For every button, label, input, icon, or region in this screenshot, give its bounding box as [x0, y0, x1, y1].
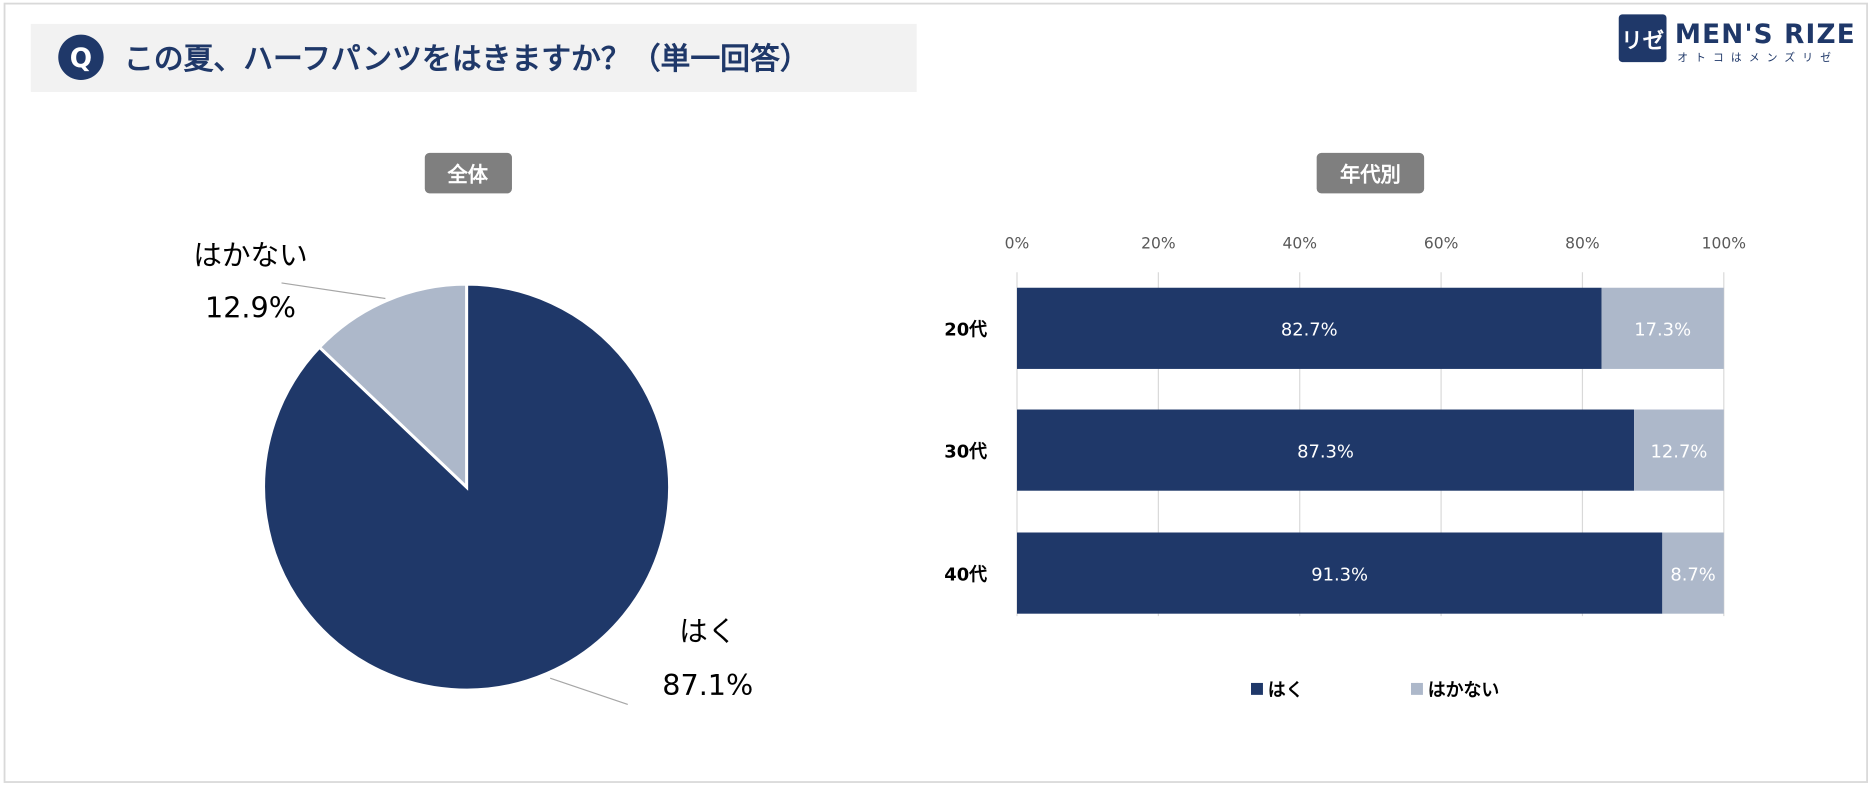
overall-pie-chart: はく 87.1% はかない 12.9% [193, 238, 753, 705]
bar-segment-hakanai [1662, 532, 1724, 614]
x-tick-label: 0% [1005, 234, 1030, 252]
pie-label-haku: はく [679, 614, 736, 648]
overall-badge [424, 152, 512, 194]
pie-slice-hakanai [317, 282, 469, 491]
by-age-badge-label: 年代別 [1340, 162, 1401, 186]
data-label: 87.3% [1297, 441, 1354, 462]
bar-segment-hakanai [1601, 287, 1724, 369]
logo-name: MEN'S RIZE [1675, 20, 1856, 50]
legend-label: はかない [1428, 680, 1500, 701]
legend-label: はく [1268, 680, 1304, 701]
overall-badge-label: 全体 [446, 162, 488, 186]
logo-mark [1618, 14, 1667, 63]
leader-line-haku [549, 677, 628, 705]
leader-line-hakanai [281, 282, 386, 300]
logo-mark-text: リゼ [1621, 29, 1664, 54]
q-badge-text: Q [70, 44, 92, 74]
logo-tagline: オトコはメンズリゼ [1677, 51, 1838, 64]
legend-swatch-haku [1251, 682, 1263, 695]
category-label: 20代 [944, 319, 987, 340]
x-tick-label: 100% [1702, 234, 1746, 252]
x-tick-label: 80% [1565, 234, 1600, 252]
mens-rize-logo: リゼ MEN'S RIZE オトコはメンズリゼ [1618, 14, 1856, 64]
category-label: 40代 [944, 564, 987, 585]
data-label: 82.7% [1281, 319, 1338, 340]
bar-segment-hakanai [1634, 409, 1724, 491]
legend-swatch-hakanai [1410, 682, 1423, 695]
category-label: 30代 [944, 441, 987, 462]
x-tick-label: 60% [1424, 234, 1459, 252]
slide-border [3, 2, 1868, 783]
bar-segment-haku [1016, 532, 1663, 614]
data-label: 91.3% [1311, 564, 1368, 585]
data-label: 8.7% [1670, 564, 1715, 585]
x-tick-label: 40% [1282, 234, 1317, 252]
by-age-badge [1316, 152, 1425, 194]
data-label: 12.7% [1651, 441, 1708, 462]
x-tick-label: 20% [1141, 234, 1176, 252]
question-text: この夏、ハーフパンツをはきますか？（単一回答） [124, 42, 810, 77]
data-label: 17.3% [1634, 319, 1691, 340]
q-badge [58, 34, 104, 80]
pie-value-haku: 87.1% [662, 668, 753, 702]
question-header [30, 23, 917, 92]
bar-segment-haku [1016, 287, 1602, 369]
bar-segment-haku [1016, 409, 1635, 491]
age-bar-chart: 0% 20% 40% 60% 80% 100% 20代 82.7% 17.3% 30代 87.3% 1… [944, 234, 1746, 701]
pie-value-hakanai: 12.9% [205, 291, 296, 325]
pie-label-hakanai: はかない [193, 238, 308, 272]
